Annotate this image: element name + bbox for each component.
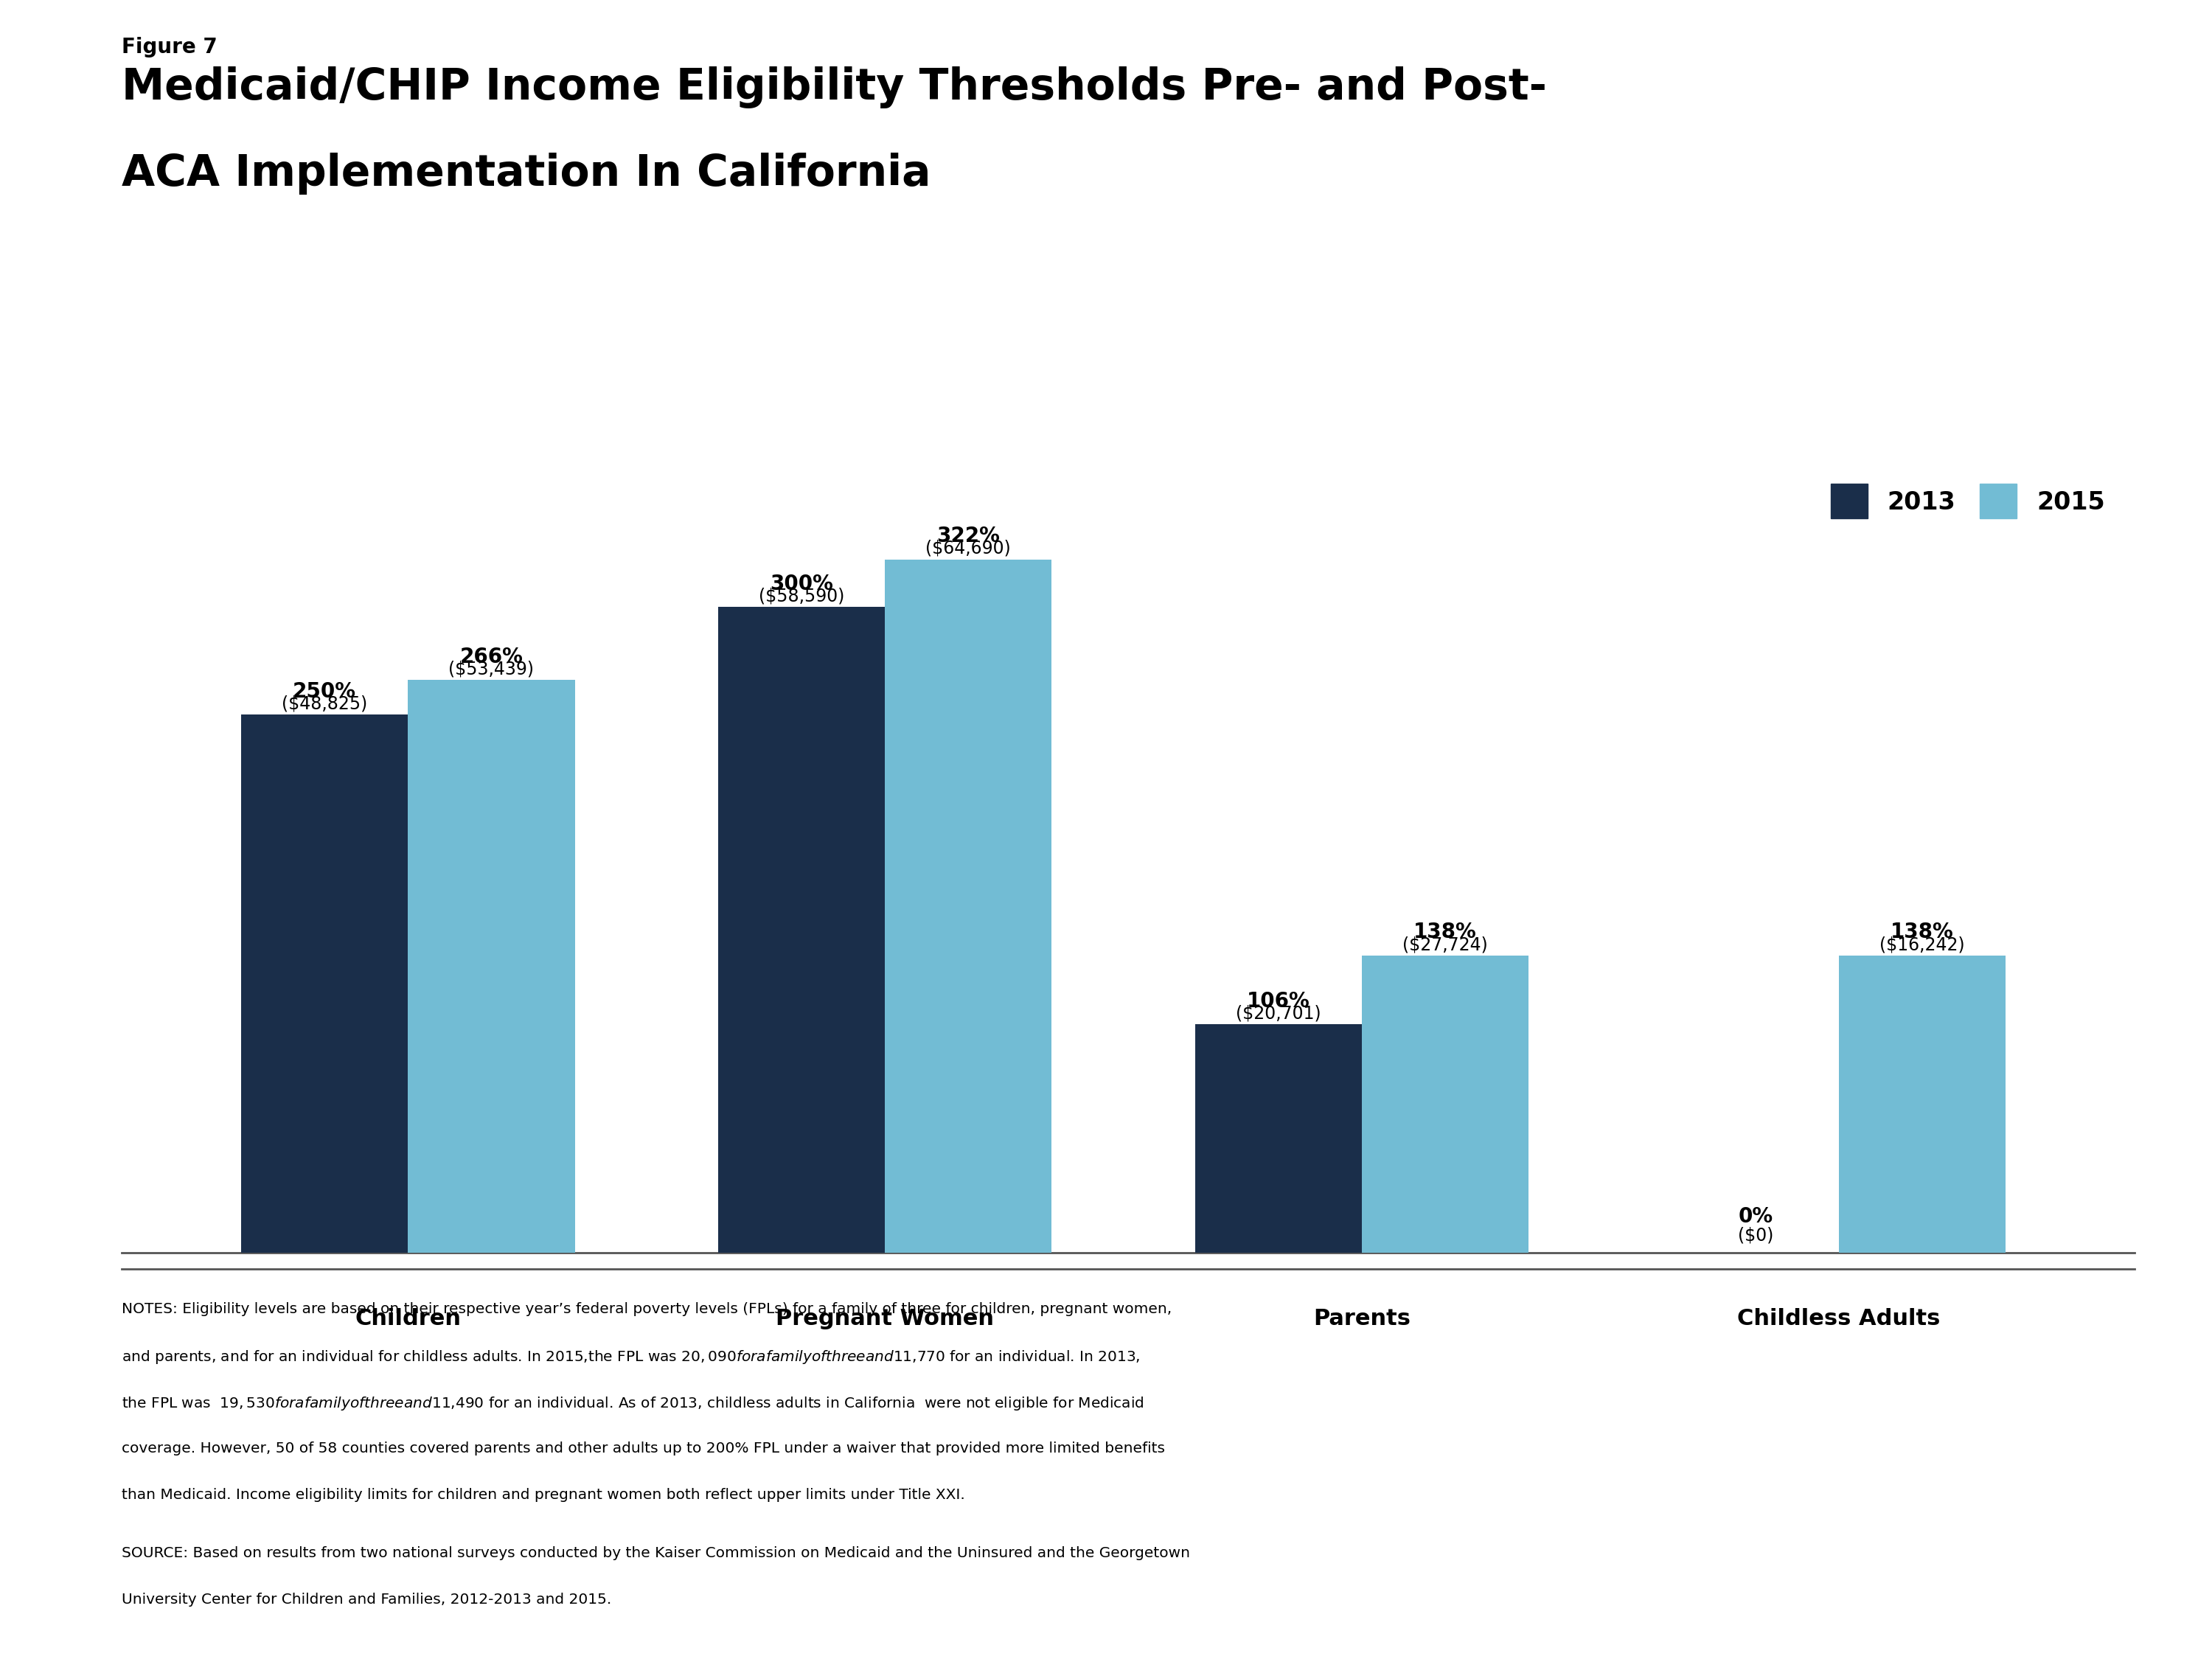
Bar xyxy=(1194,1024,1363,1253)
Legend: 2013, 2015: 2013, 2015 xyxy=(1823,476,2112,526)
Text: 138%: 138% xyxy=(1891,922,1953,942)
Text: 300%: 300% xyxy=(770,574,834,594)
Text: 138%: 138% xyxy=(1413,922,1478,942)
Text: Parents: Parents xyxy=(1314,1309,1411,1329)
Text: 266%: 266% xyxy=(460,647,522,667)
Text: 106%: 106% xyxy=(1248,990,1310,1012)
Bar xyxy=(1838,956,2006,1253)
Text: KAISER: KAISER xyxy=(1966,1455,2051,1475)
Text: ($58,590): ($58,590) xyxy=(759,587,845,606)
Text: ($48,825): ($48,825) xyxy=(281,695,367,712)
Text: 322%: 322% xyxy=(936,526,1000,546)
Text: than Medicaid. Income eligibility limits for children and pregnant women both re: than Medicaid. Income eligibility limits… xyxy=(122,1488,964,1501)
Text: ACA Implementation In California: ACA Implementation In California xyxy=(122,153,931,194)
Text: Childless Adults: Childless Adults xyxy=(1736,1309,1940,1329)
Text: University Center for Children and Families, 2012-2013 and 2015.: University Center for Children and Famil… xyxy=(122,1593,611,1606)
Text: NOTES: Eligibility levels are based on their respective year’s federal poverty l: NOTES: Eligibility levels are based on t… xyxy=(122,1302,1172,1316)
Text: ($64,690): ($64,690) xyxy=(925,539,1011,557)
Text: ($0): ($0) xyxy=(1739,1226,1774,1244)
Text: coverage. However, 50 of 58 counties covered parents and other adults up to 200%: coverage. However, 50 of 58 counties cov… xyxy=(122,1442,1166,1455)
Text: the FPL was  $19,530 for a family of three and $11,490 for an individual. As of : the FPL was $19,530 for a family of thre… xyxy=(122,1395,1144,1412)
Text: Children: Children xyxy=(354,1309,460,1329)
Text: FOUNDATION: FOUNDATION xyxy=(1971,1604,2046,1614)
Text: Figure 7: Figure 7 xyxy=(122,36,217,56)
Text: 0%: 0% xyxy=(1739,1206,1772,1226)
Text: Medicaid/CHIP Income Eligibility Thresholds Pre- and Post-: Medicaid/CHIP Income Eligibility Thresho… xyxy=(122,66,1546,108)
Bar xyxy=(241,715,407,1253)
Text: THE HENRY J.: THE HENRY J. xyxy=(1971,1387,2046,1397)
Text: ($27,724): ($27,724) xyxy=(1402,936,1489,954)
Text: FAMILY: FAMILY xyxy=(1969,1526,2048,1546)
Text: SOURCE: Based on results from two national surveys conducted by the Kaiser Commi: SOURCE: Based on results from two nation… xyxy=(122,1546,1190,1559)
Bar xyxy=(1363,956,1528,1253)
Text: ($20,701): ($20,701) xyxy=(1237,1005,1321,1022)
Text: ($16,242): ($16,242) xyxy=(1880,936,1964,954)
Bar xyxy=(885,559,1051,1253)
Bar xyxy=(407,680,575,1253)
Text: and parents, and for an individual for childless adults. In 2015,the FPL was $20: and parents, and for an individual for c… xyxy=(122,1349,1139,1365)
Text: 250%: 250% xyxy=(292,680,356,702)
Text: Pregnant Women: Pregnant Women xyxy=(776,1309,993,1329)
Text: ($53,439): ($53,439) xyxy=(449,660,533,679)
Bar xyxy=(719,607,885,1253)
